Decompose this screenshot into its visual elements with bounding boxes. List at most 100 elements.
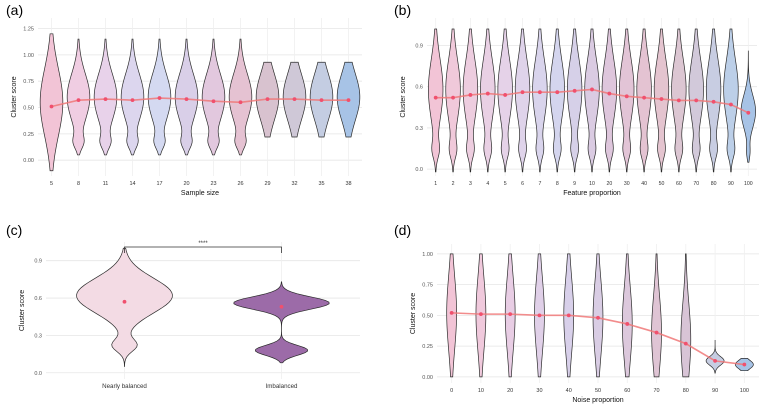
y-tick-label: 0.00 <box>422 375 433 381</box>
mean-point <box>625 322 630 326</box>
x-tick-label: 80 <box>711 181 717 187</box>
y-tick-label: 0.6 <box>34 296 42 302</box>
x-tick-label: 40 <box>566 388 572 394</box>
x-tick-label: 60 <box>676 181 682 187</box>
mean-point <box>596 315 600 320</box>
y-tick-label: 0.3 <box>415 126 423 132</box>
x-tick-label: 6 <box>521 181 524 187</box>
violin-5 <box>497 28 513 173</box>
mean-point <box>346 98 351 103</box>
x-tick-label: 5 <box>50 181 53 187</box>
significance-label: **** <box>198 241 208 247</box>
violin-0 <box>446 253 457 378</box>
x-tick-label: 90 <box>712 388 718 394</box>
x-axis-title: Noise proportion <box>572 397 623 404</box>
mean-point <box>265 97 270 102</box>
mean-point <box>468 93 473 97</box>
violin-20 <box>601 28 618 173</box>
violin-chart-balance: 0.0 0.3 0.6 0.9 Nearly balanced Imbalanced Clu… <box>19 241 360 390</box>
x-tick-label: 100 <box>740 388 749 394</box>
mean-point <box>103 97 108 102</box>
mean-point <box>537 90 542 95</box>
x-tick-label: 30 <box>624 181 630 187</box>
x-tick-label: 3 <box>469 181 472 187</box>
x-tick-label: 10 <box>589 181 595 187</box>
x-tick-label: 70 <box>653 388 659 394</box>
violin-80 <box>680 253 692 378</box>
x-tick-label: 50 <box>659 181 665 187</box>
mean-point <box>279 304 284 309</box>
mean-point <box>49 104 54 109</box>
violin-chart-noise-proportion: 0.00 0.25 0.50 0.75 1.00 0 10 20 30 40 50 60 70 80 90 1… <box>410 244 759 404</box>
y-tick-label: 0.00 <box>23 158 34 164</box>
violin-100 <box>740 50 756 163</box>
y-tick-label: 0.25 <box>23 132 34 138</box>
mean-point <box>211 99 216 104</box>
mean-point <box>590 87 594 92</box>
mean-point <box>319 98 324 103</box>
x-tick-label: 20 <box>507 388 513 394</box>
mean-point <box>607 91 612 96</box>
violin-8 <box>66 38 91 156</box>
x-tick-label: 0 <box>450 388 453 394</box>
mean-point <box>566 313 571 318</box>
x-tick-label: 26 <box>237 181 243 187</box>
x-tick-label: 29 <box>264 181 270 187</box>
y-tick-label: 0.9 <box>415 43 423 49</box>
x-tick-label: 40 <box>641 181 647 187</box>
mean-point <box>676 98 681 103</box>
x-tick-label: 70 <box>693 181 699 187</box>
violin-20 <box>174 38 199 156</box>
mean-point <box>238 100 243 105</box>
mean-point <box>508 312 513 317</box>
x-tick-label: 23 <box>210 181 216 187</box>
x-tick-label: 20 <box>606 181 612 187</box>
mean-point <box>184 97 189 102</box>
x-tick-label: 50 <box>595 388 601 394</box>
violin-4 <box>480 28 496 173</box>
y-axis-title: Cluster score <box>410 293 417 334</box>
violin-6 <box>514 28 531 173</box>
violin-chart-sample-size: 0.00 0.25 0.50 0.75 1.00 1.25 5 8 11 14 17 20 23 26 29… <box>11 18 362 197</box>
mean-point <box>433 95 438 100</box>
mean-point <box>742 362 747 367</box>
y-tick-label: 0.6 <box>415 85 423 91</box>
violin-8 <box>549 28 565 173</box>
x-tick-label: Imbalanced <box>266 383 299 390</box>
mean-point <box>694 98 699 103</box>
violin-imbalanced <box>233 281 330 364</box>
violin-26 <box>228 38 253 156</box>
y-tick-label: 0.50 <box>23 106 34 112</box>
violin-5 <box>39 33 64 172</box>
y-tick-label: 0.25 <box>422 344 433 350</box>
x-tick-label: 38 <box>345 181 351 187</box>
violin-70 <box>651 253 662 378</box>
violin-3 <box>462 28 479 173</box>
violin-40 <box>636 28 652 173</box>
x-tick-label: 4 <box>486 181 489 187</box>
y-tick-label: 0.0 <box>415 167 423 173</box>
mean-point <box>479 312 483 317</box>
x-tick-label: 80 <box>683 388 689 394</box>
violin-60 <box>621 253 633 378</box>
x-tick-label: 90 <box>728 181 734 187</box>
x-tick-label: 17 <box>156 181 162 187</box>
x-tick-label: 32 <box>291 181 297 187</box>
mean-point <box>451 95 455 100</box>
x-tick-label: 5 <box>504 181 507 187</box>
x-tick-label: 2 <box>452 181 455 187</box>
violin-2 <box>445 28 461 173</box>
y-tick-label: 0.3 <box>34 333 42 339</box>
mean-point <box>157 96 162 100</box>
mean-point <box>449 310 454 315</box>
x-tick-label: 60 <box>624 388 630 394</box>
violin-1 <box>428 28 444 173</box>
mean-point <box>746 110 751 115</box>
mean-point <box>654 330 659 335</box>
x-tick-label: 11 <box>103 181 109 187</box>
x-tick-label: Nearly balanced <box>102 383 147 390</box>
x-tick-label: 10 <box>478 388 484 394</box>
x-tick-label: 14 <box>129 181 135 187</box>
violin-10 <box>584 28 600 173</box>
violin-chart-feature-proportion: 0.0 0.3 0.6 0.9 1 2 3 4 5 6 7 8 9 10 20 30 40 50 60 70 80 90 1… <box>400 18 757 197</box>
